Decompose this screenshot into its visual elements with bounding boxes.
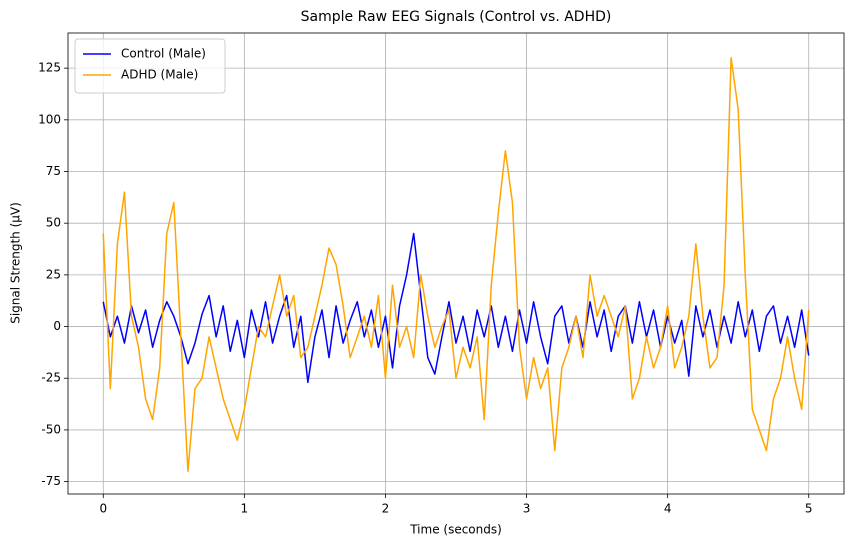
- series-line: [102, 57, 810, 473]
- y-tick-label: 25: [46, 267, 61, 281]
- y-tick-label: 100: [38, 112, 61, 126]
- x-tick-label: 0: [99, 502, 107, 516]
- legend: Control (Male) ADHD (Male): [74, 38, 226, 94]
- legend-box: [74, 38, 226, 94]
- y-tick-label: -50: [41, 422, 61, 436]
- x-tick-label: 2: [382, 502, 390, 516]
- plot-frame: [67, 32, 845, 495]
- y-tick-label: 50: [46, 216, 61, 230]
- x-tick-label: 5: [805, 502, 813, 516]
- y-tick-label: -25: [41, 371, 61, 385]
- y-tick-label: -75: [41, 474, 61, 488]
- y-tick-label: 75: [46, 164, 61, 178]
- legend-label: Control (Male): [121, 47, 206, 61]
- chart-title: Sample Raw EEG Signals (Control vs. ADHD…: [301, 9, 612, 25]
- series-line: [102, 232, 810, 384]
- legend-label: ADHD (Male): [121, 68, 198, 82]
- y-tick-label: 0: [53, 319, 61, 333]
- x-tick-label: 4: [664, 502, 672, 516]
- y-tick-label: 125: [38, 61, 61, 75]
- x-tick-label: 1: [241, 502, 249, 516]
- y-axis-label: Signal Strength (µV): [9, 202, 23, 324]
- x-axis-label: Time (seconds): [409, 523, 502, 537]
- x-tick-label: 3: [523, 502, 531, 516]
